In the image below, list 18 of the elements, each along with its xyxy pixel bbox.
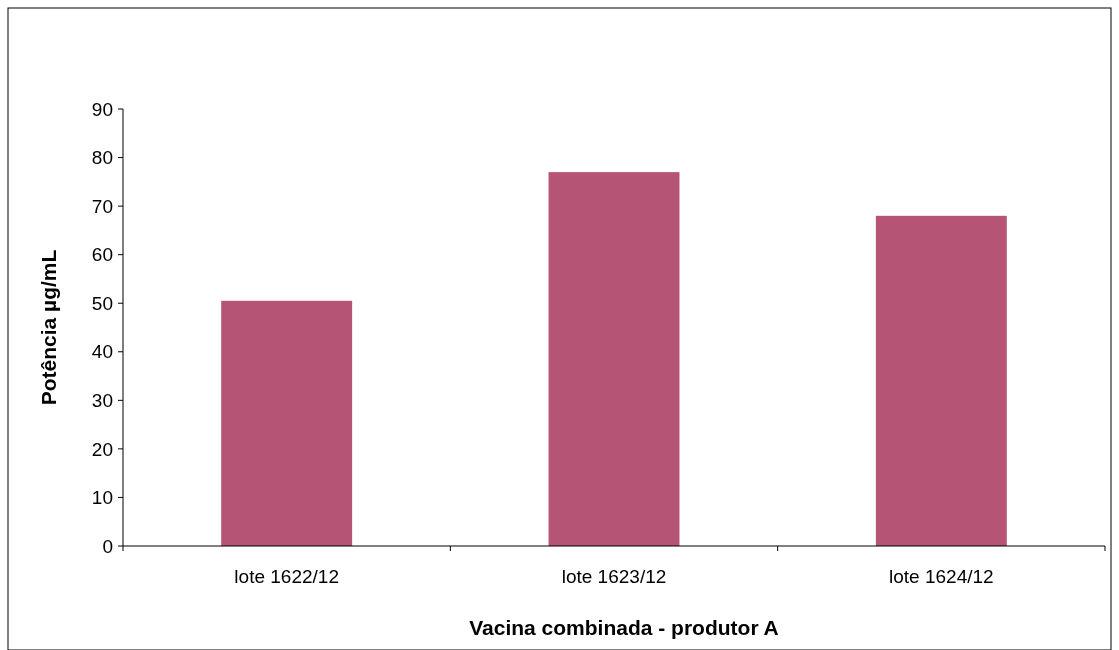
x-tick-label: lote 1623/12	[561, 566, 667, 587]
bar	[548, 172, 680, 546]
y-tick-label: 60	[91, 244, 113, 266]
bar	[221, 300, 353, 546]
y-tick-label: 10	[91, 487, 113, 509]
y-tick-label: 40	[91, 341, 113, 363]
x-tick-label: lote 1622/12	[234, 566, 339, 587]
y-axis-title: Potência µg/mL	[37, 249, 60, 406]
y-tick-label: 0	[102, 535, 113, 557]
y-tick-label: 90	[91, 98, 113, 120]
y-tick-label: 30	[91, 389, 113, 411]
bar	[875, 215, 1007, 546]
x-tick-label: lote 1624/12	[889, 566, 994, 587]
y-tick-label: 50	[91, 292, 113, 314]
x-axis-title: Vacina combinada - produtor A	[469, 616, 779, 639]
y-tick-label: 20	[91, 438, 113, 460]
y-tick-label: 70	[91, 195, 113, 217]
y-tick-label: 80	[91, 147, 113, 169]
